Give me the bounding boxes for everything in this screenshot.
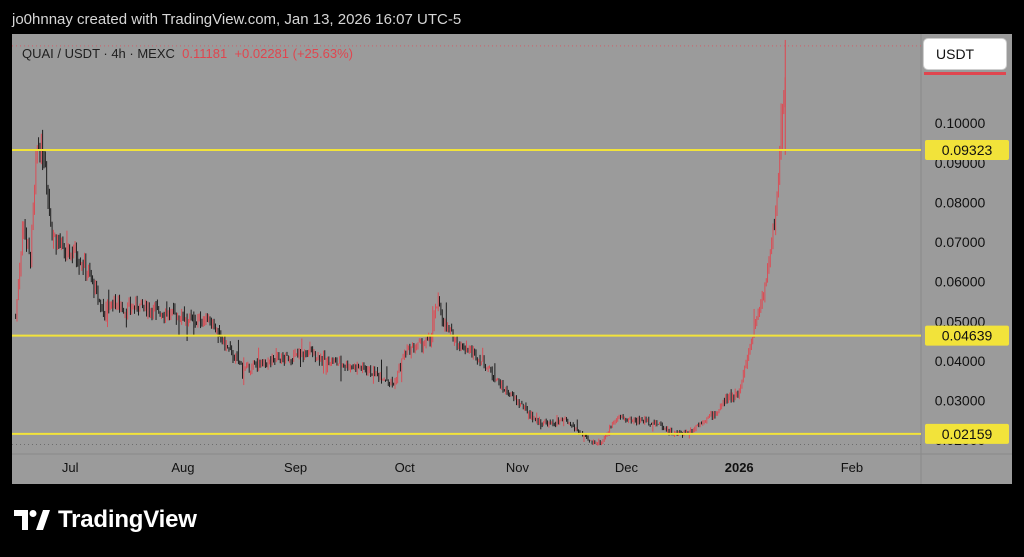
level-label-box: [925, 139, 1009, 160]
price-change: +0.02281 (+25.63%): [234, 46, 353, 61]
price-chart[interactable]: 0.100000.090000.080000.070000.060000.050…: [12, 34, 1012, 484]
chart-panel[interactable]: 0.10000 0.09000 0.08000 0.07000 0.06000 0.050…: [12, 34, 1012, 484]
y-tick-label: 0.08000: [935, 194, 986, 210]
symbol-legend: QUAI / USDT · 4h · MEXC 0.11181 +0.02281…: [22, 46, 353, 61]
level-label: 0.02159: [942, 426, 993, 442]
currency-underline: [924, 72, 1006, 75]
level-label: 0.04639: [942, 328, 993, 344]
y-tick-label: 0.05000: [935, 313, 986, 329]
y-tick-label: 0.03000: [935, 393, 986, 409]
level-label: 0.09323: [942, 142, 993, 158]
x-tick-label: 2026: [725, 460, 754, 475]
tradingview-brand: TradingView: [14, 506, 197, 534]
y-tick-label: 0.10000: [935, 115, 986, 131]
x-tick-label: Nov: [506, 460, 530, 475]
level-label-box: [925, 423, 1009, 444]
x-tick-label: Jul: [62, 460, 79, 475]
y-tick-label: 0.04000: [935, 353, 986, 369]
x-tick-label: Dec: [615, 460, 639, 475]
x-tick-label: Sep: [284, 460, 307, 475]
symbol-pair: QUAI / USDT · 4h · MEXC: [22, 46, 175, 61]
x-tick-label: Aug: [171, 460, 194, 475]
chart-caption: jo0hnnay created with TradingView.com, J…: [12, 11, 462, 28]
brand-name: TradingView: [58, 506, 197, 533]
x-tick-label: Oct: [395, 460, 416, 475]
level-label-box: [925, 325, 1009, 346]
x-tick-label: Feb: [841, 460, 863, 475]
tradingview-logo-icon: [14, 510, 50, 530]
currency-button[interactable]: USDT: [924, 39, 1006, 69]
y-tick-label: 0.06000: [935, 274, 986, 290]
last-price: 0.11181: [182, 46, 228, 61]
y-tick-label: 0.07000: [935, 234, 986, 250]
